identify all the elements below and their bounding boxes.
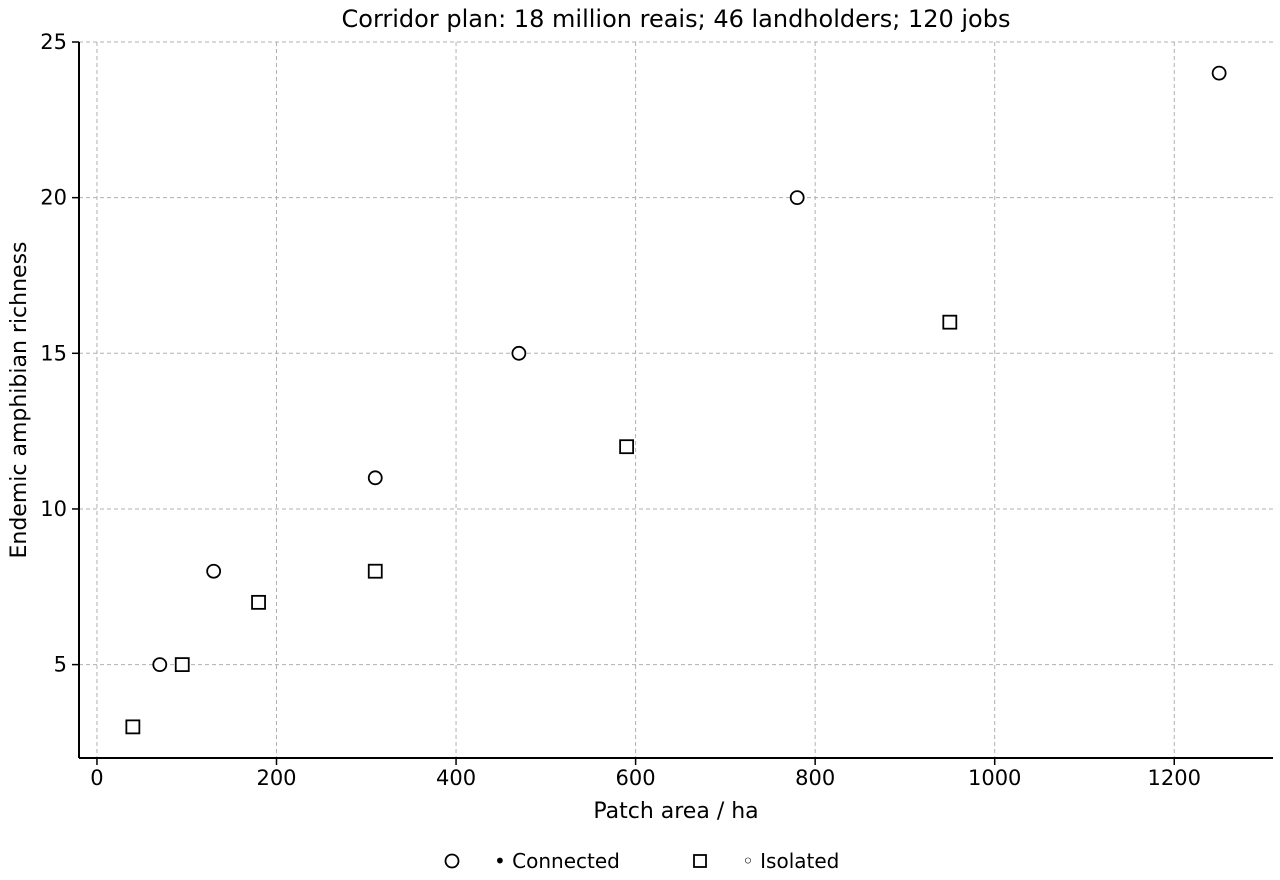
x-tick-label: 200 <box>256 766 296 790</box>
legend: • Connected ◦ Isolated <box>444 849 839 873</box>
x-tick-label: 1000 <box>968 766 1021 790</box>
legend-label-isolated: ◦ Isolated <box>742 849 839 873</box>
y-tick-label: 25 <box>40 30 67 54</box>
isolated-data-point <box>125 719 141 735</box>
x-tick-label: 0 <box>90 766 103 790</box>
grid <box>79 41 1273 758</box>
isolated-data-point <box>174 657 190 673</box>
x-tick-label: 400 <box>436 766 476 790</box>
y-tick-label: 20 <box>40 186 67 210</box>
connected-data-point <box>511 345 527 361</box>
y-tick-label: 5 <box>54 653 67 677</box>
axes <box>78 42 1273 759</box>
isolated-data-point <box>251 594 266 610</box>
connected-data-point <box>152 657 168 673</box>
y-tick-label: 15 <box>40 341 67 365</box>
y-tick-label: 10 <box>40 497 67 521</box>
connected-data-point <box>367 470 383 486</box>
connected-data-point <box>789 190 805 206</box>
legend-marker-isolated <box>693 854 707 868</box>
connected-data-point <box>206 563 222 579</box>
isolated-data-point <box>619 439 635 455</box>
ticks: 0 200 400 600 800 1000 1200 5 10 15 20 25 <box>40 30 1201 790</box>
chart-title: Corridor plan: 18 million reais; 46 land… <box>342 5 1011 33</box>
legend-marker-connected <box>444 853 460 869</box>
connected-data-point <box>1211 65 1227 81</box>
isolated-data-point <box>942 314 958 330</box>
isolated-data-point <box>367 563 383 579</box>
y-axis-label: Endemic amphibian richness <box>7 241 32 558</box>
x-tick-label: 600 <box>616 766 656 790</box>
legend-label-connected: • Connected <box>494 849 620 873</box>
x-tick-label: 800 <box>795 766 835 790</box>
x-tick-label: 1200 <box>1148 766 1201 790</box>
x-axis-label: Patch area / ha <box>593 799 758 824</box>
data-points <box>125 65 1227 735</box>
